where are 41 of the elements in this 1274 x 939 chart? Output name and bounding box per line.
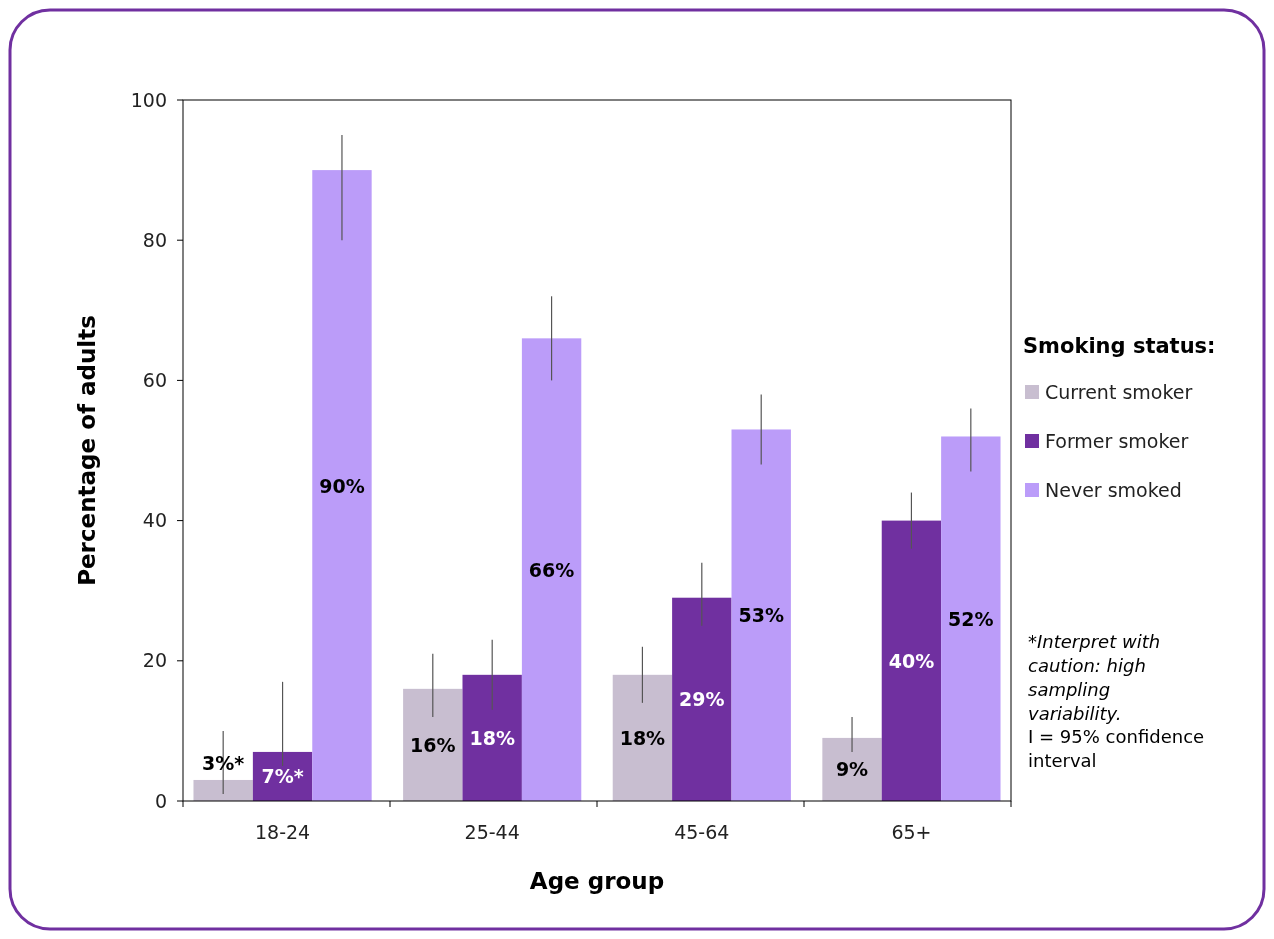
bar	[462, 674, 522, 801]
text: *Interpret with caution: high sampling variability.	[1028, 631, 1161, 724]
bar	[521, 338, 582, 801]
x-axis-title: Age group	[529, 868, 665, 894]
data-label: 18%	[619, 726, 666, 749]
legend-label: Never smoked	[1045, 478, 1182, 501]
y-tick-label: 100	[130, 88, 167, 111]
bar	[193, 779, 253, 801]
data-label: 40%	[888, 649, 935, 672]
y-tick-label: 80	[142, 228, 167, 251]
data-label: 29%	[679, 688, 725, 711]
bar	[731, 429, 791, 801]
x-tick-label: 45-64	[674, 821, 730, 843]
data-label: 9%	[835, 758, 869, 781]
legend-title: Smoking status:	[1023, 334, 1216, 358]
legend-label: Former smoker	[1045, 429, 1189, 452]
bar	[822, 737, 882, 801]
y-tick-label: 20	[142, 649, 167, 672]
y-tick-label: 0	[154, 789, 167, 812]
data-label: 16%	[410, 733, 456, 756]
bar	[612, 674, 673, 801]
x-tick-label: 65+	[891, 821, 932, 843]
data-label: 18%	[469, 726, 515, 749]
data-label: 53%	[738, 604, 784, 627]
x-tick-label: 18-24	[254, 821, 311, 843]
data-label: 66%	[528, 558, 575, 581]
legend-label: Current smoker	[1045, 380, 1193, 403]
y-tick-label: 60	[142, 369, 167, 392]
bar	[941, 436, 1001, 801]
bar	[403, 688, 463, 801]
text: I = 95% confidence interval	[1028, 726, 1205, 771]
bar	[881, 520, 942, 801]
y-axis-title: Percentage of adults	[74, 315, 100, 586]
bar	[672, 597, 732, 801]
data-label: 90%	[319, 474, 365, 497]
data-label: 3%*	[202, 751, 245, 774]
data-label: 52%	[948, 607, 994, 630]
bar	[312, 170, 372, 801]
x-tick-label: 25-44	[464, 821, 520, 843]
data-label: 7%*	[261, 765, 304, 788]
y-tick-label: 40	[142, 509, 167, 532]
